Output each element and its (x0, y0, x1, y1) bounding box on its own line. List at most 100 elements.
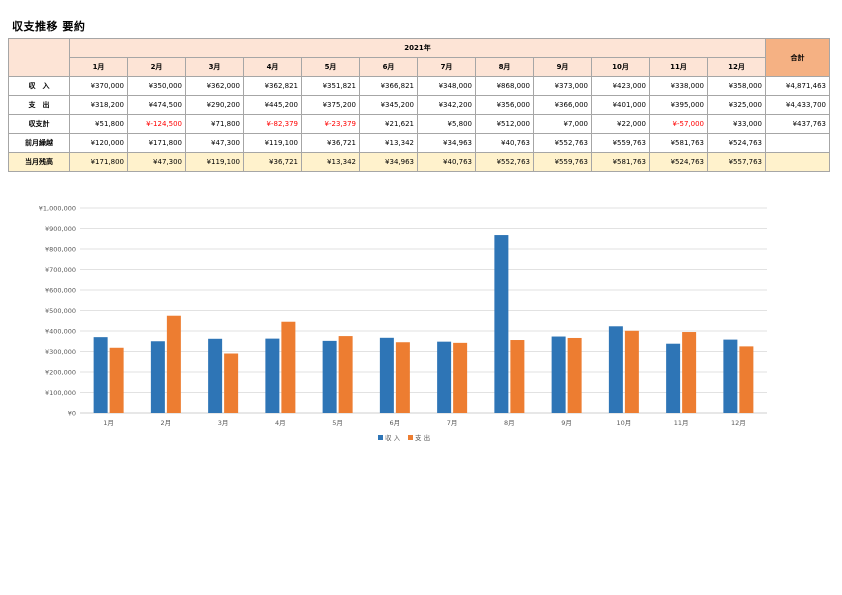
expense-bar (166, 315, 181, 413)
month-header: 5月 (301, 57, 360, 77)
table-cell: ¥51,800 (69, 114, 128, 134)
table-cell: ¥366,000 (533, 95, 592, 115)
table-row: 前月繰越 ¥120,000 ¥171,800 ¥47,300 ¥119,100 ¥36,7… (8, 133, 830, 153)
table-cell: ¥375,200 (301, 95, 360, 115)
x-tick-label: 7月 (447, 419, 458, 427)
table-cell: ¥34,963 (359, 152, 418, 172)
income-bar (379, 337, 394, 413)
legend-expense-label: 支 出 (415, 433, 430, 442)
row-label: 収支計 (8, 114, 70, 134)
corner-cell (8, 38, 70, 77)
table-cell: ¥325,000 (707, 95, 766, 115)
expense-bar (281, 321, 296, 413)
table-cell: ¥350,000 (127, 76, 186, 96)
table-cell: ¥-82,379 (243, 114, 302, 134)
table-cell: ¥119,100 (243, 133, 302, 153)
table-row: 支 出 ¥318,200 ¥474,500 ¥290,200 ¥445,200 ¥375,… (8, 95, 830, 115)
y-tick-label: ¥900,000 (45, 225, 76, 233)
month-header: 8月 (475, 57, 534, 77)
table-cell: ¥351,821 (301, 76, 360, 96)
row-label: 前月繰越 (8, 133, 70, 153)
table-cell: ¥290,200 (185, 95, 244, 115)
legend-expense-swatch (408, 435, 413, 440)
table-row: 収支計 ¥51,800 ¥-124,500 ¥71,800 ¥-82,379 ¥-23,3… (8, 114, 830, 134)
month-header: 11月 (649, 57, 708, 77)
table-cell: ¥338,000 (649, 76, 708, 96)
table-cell: ¥474,500 (127, 95, 186, 115)
x-tick-label: 12月 (731, 419, 746, 427)
y-tick-label: ¥300,000 (45, 348, 76, 356)
page-title: 収支推移 要約 (12, 20, 86, 33)
x-tick-label: 1月 (103, 419, 114, 427)
total-cell: ¥4,871,463 (765, 76, 830, 96)
table-cell: ¥348,000 (417, 76, 476, 96)
total-cell (765, 152, 830, 172)
month-header: 2月 (127, 57, 186, 77)
table-cell: ¥373,000 (533, 76, 592, 96)
y-tick-label: ¥600,000 (45, 287, 76, 295)
expense-bar (739, 346, 754, 413)
y-tick-label: ¥800,000 (45, 246, 76, 254)
legend-income-swatch (378, 435, 383, 440)
row-label: 収 入 (8, 76, 70, 96)
table-cell: ¥524,763 (707, 133, 766, 153)
total-cell (765, 133, 830, 153)
row-label: 当月残高 (8, 152, 70, 172)
expense-bar (109, 347, 124, 413)
expense-bar (682, 332, 697, 413)
table-cell: ¥581,763 (649, 133, 708, 153)
table-cell: ¥557,763 (707, 152, 766, 172)
table-cell: ¥120,000 (69, 133, 128, 153)
table-cell: ¥345,200 (359, 95, 418, 115)
table-cell: ¥34,963 (417, 133, 476, 153)
income-bar (208, 338, 223, 413)
table-cell: ¥-23,379 (301, 114, 360, 134)
table-cell: ¥171,800 (127, 133, 186, 153)
table-cell: ¥-57,000 (649, 114, 708, 134)
table-cell: ¥342,200 (417, 95, 476, 115)
legend-income-label: 収 入 (385, 434, 401, 442)
x-tick-label: 6月 (390, 419, 401, 427)
table-cell: ¥395,000 (649, 95, 708, 115)
table-cell: ¥40,763 (475, 133, 534, 153)
table-cell: ¥356,000 (475, 95, 534, 115)
month-header: 9月 (533, 57, 592, 77)
expense-bar (395, 342, 410, 413)
table-body: 収 入 ¥370,000 ¥350,000 ¥362,000 ¥362,821 ¥351,… (8, 76, 830, 172)
x-tick-label: 2月 (161, 419, 172, 427)
table-cell: ¥36,721 (301, 133, 360, 153)
y-tick-label: ¥500,000 (45, 307, 76, 315)
income-bar (551, 336, 566, 413)
table-cell: ¥559,763 (533, 152, 592, 172)
month-header-row: 1月 2月 3月 4月 5月 6月 7月 8月 9月 10月 11月 12月 (9, 57, 830, 77)
month-header: 12月 (707, 57, 766, 77)
income-bar (437, 341, 452, 413)
total-cell: ¥4,433,700 (765, 95, 830, 115)
table-cell: ¥47,300 (185, 133, 244, 153)
income-bar (322, 340, 337, 413)
expense-bar (567, 337, 582, 413)
table-cell: ¥40,763 (417, 152, 476, 172)
year-header: 2021年 (69, 38, 766, 58)
row-label: 支 出 (8, 95, 70, 115)
table-cell: ¥401,000 (591, 95, 650, 115)
table-cell: ¥552,763 (533, 133, 592, 153)
table-cell: ¥318,200 (69, 95, 128, 115)
month-header: 7月 (417, 57, 476, 77)
table-cell: ¥512,000 (475, 114, 534, 134)
income-bar (494, 235, 509, 413)
table-cell: ¥47,300 (127, 152, 186, 172)
table-cell: ¥7,000 (533, 114, 592, 134)
x-tick-label: 8月 (504, 419, 515, 427)
table-cell: ¥119,100 (185, 152, 244, 172)
table-cell: ¥445,200 (243, 95, 302, 115)
table-cell: ¥358,000 (707, 76, 766, 96)
table-cell: ¥5,800 (417, 114, 476, 134)
income-bar (265, 338, 280, 413)
table-cell: ¥552,763 (475, 152, 534, 172)
table-cell: ¥362,000 (185, 76, 244, 96)
table-cell: ¥370,000 (69, 76, 128, 96)
table-cell: ¥-124,500 (127, 114, 186, 134)
table-cell: ¥171,800 (69, 152, 128, 172)
total-cell: ¥437,763 (765, 114, 830, 134)
